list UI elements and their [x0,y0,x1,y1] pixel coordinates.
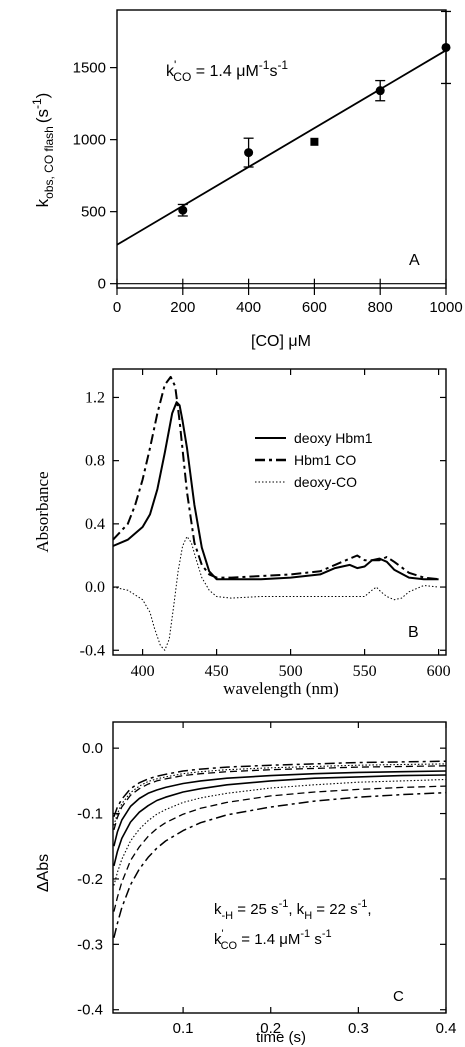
panel-b-y-tick-label: 0.8 [85,453,105,470]
panel-c-x-tick-label: 0.1 [173,1020,194,1037]
panel-c-x-tick-label: 0.4 [436,1020,457,1037]
panel-a-y-tick-label: 1000 [73,132,106,149]
panel-b-x-tick-label: 400 [131,663,155,680]
panel-b-y-axis-label: Absorbance [33,471,52,552]
panel-c-trace-line [113,774,447,867]
legend-label-deoxy-co: deoxy-CO [294,474,357,490]
panel-a-label: A [409,252,420,269]
panel-c-x-tick-label: 0.2 [260,1020,281,1037]
panel-c-chart: 0.1 0.2 0.3 0.4 -0.4 -0.3 -0.2 -0.1 0.0 ΔAbs tim… [35,721,457,1046]
panel-c-y-tick-label: 0.0 [82,740,103,757]
panel-b-x-tick-label: 600 [427,663,451,680]
panel-a-y-tick-label: 1500 [73,60,106,77]
panel-b-y-tick-label: 1.2 [85,389,105,406]
panel-c-x-axis-label: time (s) [256,1029,306,1046]
panel-a-x-tick-label: 600 [302,299,327,316]
panel-a-data-point [441,42,451,52]
panel-b-y-tick-label: 0.4 [85,516,105,533]
panel-c-trace-line [113,760,447,818]
panel-a-x-tick-label: 200 [170,299,195,316]
panel-a-data-point [375,86,385,96]
panel-b-x-tick-label: 500 [279,663,303,680]
panel-c-y-tick-label: -0.2 [77,871,103,888]
panel-a-x-tick-label: 0 [113,299,121,316]
panel-a-x-tick-label: 1000 [429,299,462,316]
panel-a-plot-frame [116,9,447,289]
panel-c-y-tick-label: -0.4 [77,1002,103,1019]
legend-label-deoxy-hbm1: deoxy Hbm1 [294,430,373,446]
panel-a-data-point [178,205,188,215]
panel-a-x-tick-label: 400 [236,299,261,316]
panel-a-fit-line [116,49,447,246]
panel-b-x-tick-label: 450 [205,663,229,680]
panel-c-y-axis-label: ΔAbs [35,854,52,892]
panel-b-series-line [112,375,439,581]
panel-c-trace-line [113,785,447,912]
panel-b-x-tick-label: 550 [353,663,377,680]
legend-label-hbm1-co: Hbm1 CO [294,452,356,468]
panel-a-x-axis-label: [CO] μM [251,333,311,350]
panel-c-y-tick-label: -0.1 [77,806,103,823]
panel-b-y-tick-label: -0.4 [80,642,105,659]
panel-c-x-tick-label: 0.3 [348,1020,369,1037]
panel-a-y-axis-label: kobs, CO flash(s-1) [30,93,56,208]
panel-a-chart: 0 200 400 600 800 1000 0 500 1000 1500 kobs, CO f… [30,9,463,350]
panel-b-series-line [112,401,439,581]
panel-b-x-axis-label: wavelength (nm) [223,679,339,698]
panel-c-trace-line [113,791,447,938]
panel-b-label: B [408,624,419,641]
panel-c-rate-annotation-line2: k' CO = 1.4 μM-1 s-1 [214,928,332,952]
panel-a-x-tick-label: 800 [368,299,393,316]
panel-a-rate-annotation: k' CO = 1.4 μM-1s-1 [166,58,288,84]
panel-c-trace-line [113,770,447,847]
panel-a-y-tick-label: 0 [98,276,106,293]
panel-c-y-tick-label: -0.3 [77,936,103,953]
panel-a-data-point [244,148,254,158]
panel-b-y-tick-label: 0.0 [85,579,105,596]
panel-c-plot-frame [112,721,447,1014]
panel-b-chart: 400 450 500 550 600 -0.4 0.0 0.4 0.8 1.2 Absorban… [33,368,451,698]
panel-b-plot-frame [112,368,447,656]
panel-b-legend: deoxy Hbm1 Hbm1 CO deoxy-CO [255,430,373,490]
panel-c-rate-annotation-line1: k-H = 25 s-1, kH = 22 s-1, [214,898,372,922]
panel-a-y-tick-label: 500 [81,204,106,221]
panel-c-trace-line [113,763,447,826]
panel-a-data-point-square [310,137,319,146]
panel-c-label: C [393,988,404,1005]
